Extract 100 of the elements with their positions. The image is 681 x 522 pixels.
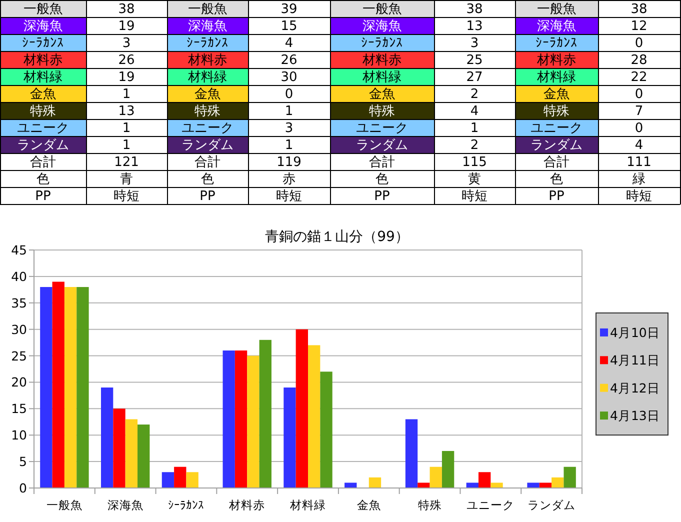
bar xyxy=(478,472,491,488)
bar xyxy=(430,466,442,488)
text: ユニーク xyxy=(356,121,408,136)
text: PP xyxy=(35,189,51,204)
y-tick-label: 30 xyxy=(11,322,28,337)
text: 4 xyxy=(284,36,294,51)
text: 赤 xyxy=(282,172,296,187)
text: 3 xyxy=(470,36,479,51)
text: 一般魚 xyxy=(188,2,227,17)
text: 0 xyxy=(634,87,644,102)
text: 時短 xyxy=(114,189,140,204)
bar xyxy=(466,482,478,488)
text: 25 xyxy=(466,53,483,68)
text: 13 xyxy=(466,19,483,34)
bar xyxy=(52,282,64,488)
text: 15 xyxy=(280,19,298,34)
text: 金魚 xyxy=(544,87,570,102)
bar xyxy=(125,419,138,488)
y-tick-label: 0 xyxy=(19,480,28,496)
text: 材料緑 xyxy=(22,70,62,85)
text: 金魚 xyxy=(30,87,56,102)
text: 38 xyxy=(630,2,648,17)
text: 材料赤 xyxy=(22,53,62,68)
bar xyxy=(100,388,114,488)
text: 39 xyxy=(280,2,298,17)
text: 1 xyxy=(122,121,131,136)
text: 材料赤 xyxy=(187,53,227,68)
text: ランダム xyxy=(182,138,234,153)
text: 特殊 xyxy=(369,104,395,119)
text: 1 xyxy=(470,121,479,136)
text: ｼｰﾗｶﾝｽ xyxy=(186,36,228,51)
text: 1 xyxy=(284,104,294,119)
text: 2 xyxy=(470,138,479,153)
text: 26 xyxy=(118,53,135,68)
bar xyxy=(247,356,260,488)
text: 111 xyxy=(626,155,652,170)
x-tick-label: 特殊 xyxy=(418,498,442,512)
bar xyxy=(284,388,296,488)
legend-label: 4月10日 xyxy=(610,324,660,340)
text: ユニーク xyxy=(182,121,234,136)
text: ユニーク xyxy=(17,121,69,136)
y-tick-label: 45 xyxy=(11,242,27,258)
bar xyxy=(162,472,174,488)
bar xyxy=(64,287,77,488)
text: 115 xyxy=(462,155,487,170)
bar xyxy=(222,350,235,488)
text: 緑 xyxy=(632,172,646,187)
text: 合計 xyxy=(369,155,395,170)
bar xyxy=(186,472,198,488)
text: 材料赤 xyxy=(536,53,576,68)
text: 黄 xyxy=(468,172,481,187)
legend-label: 4月12日 xyxy=(610,380,660,396)
text: 38 xyxy=(118,2,135,17)
x-tick-label: 材料赤 xyxy=(228,498,266,512)
text: ｼｰﾗｶﾝｽ xyxy=(22,36,64,51)
text: 0 xyxy=(284,87,294,102)
text: 一般魚 xyxy=(362,2,402,17)
text: 金魚 xyxy=(369,87,395,102)
legend-label: 4月11日 xyxy=(610,352,660,368)
text: 金魚 xyxy=(194,87,220,102)
text: 28 xyxy=(630,53,648,68)
text: 材料緑 xyxy=(536,70,576,85)
text: 深海魚 xyxy=(362,19,402,34)
text: 合計 xyxy=(544,155,570,170)
bar xyxy=(138,424,150,488)
bar xyxy=(368,477,382,488)
text: 青 xyxy=(120,172,133,187)
text: ｼｰﾗｶﾝｽ xyxy=(536,36,578,51)
bar xyxy=(527,482,540,488)
x-tick-label: 材料緑 xyxy=(289,498,326,512)
text: 19 xyxy=(118,19,135,34)
text: 材料緑 xyxy=(362,70,402,85)
text: 特殊 xyxy=(194,104,220,119)
text: PP xyxy=(200,189,216,204)
y-tick-label: 5 xyxy=(19,454,27,470)
bar xyxy=(405,419,418,488)
text: ランダム xyxy=(356,138,408,153)
y-tick-label: 35 xyxy=(11,295,27,310)
text: 38 xyxy=(466,2,483,17)
chart-title: 青銅の錨１山分（99） xyxy=(265,229,409,245)
text: 色 xyxy=(36,172,50,187)
x-tick-label: ランダム xyxy=(528,498,576,512)
text: 12 xyxy=(630,19,648,34)
text: 121 xyxy=(114,155,139,170)
x-tick-label: ｼｰﾗｶﾝｽ xyxy=(168,498,204,512)
text: 4 xyxy=(634,138,644,153)
x-tick-label: 金魚 xyxy=(356,498,381,512)
bar xyxy=(174,466,186,488)
text: 材料赤 xyxy=(362,53,402,68)
text: 深海魚 xyxy=(24,19,62,34)
text: ランダム xyxy=(530,138,582,153)
text: 1 xyxy=(122,87,131,102)
text: 特殊 xyxy=(544,104,570,119)
text: 30 xyxy=(280,70,298,85)
text: 7 xyxy=(634,104,644,119)
text: 27 xyxy=(466,70,483,85)
text: 材料緑 xyxy=(187,70,227,85)
bar xyxy=(564,466,576,488)
legend-label: 4月13日 xyxy=(610,408,660,424)
text: 時短 xyxy=(276,189,302,204)
